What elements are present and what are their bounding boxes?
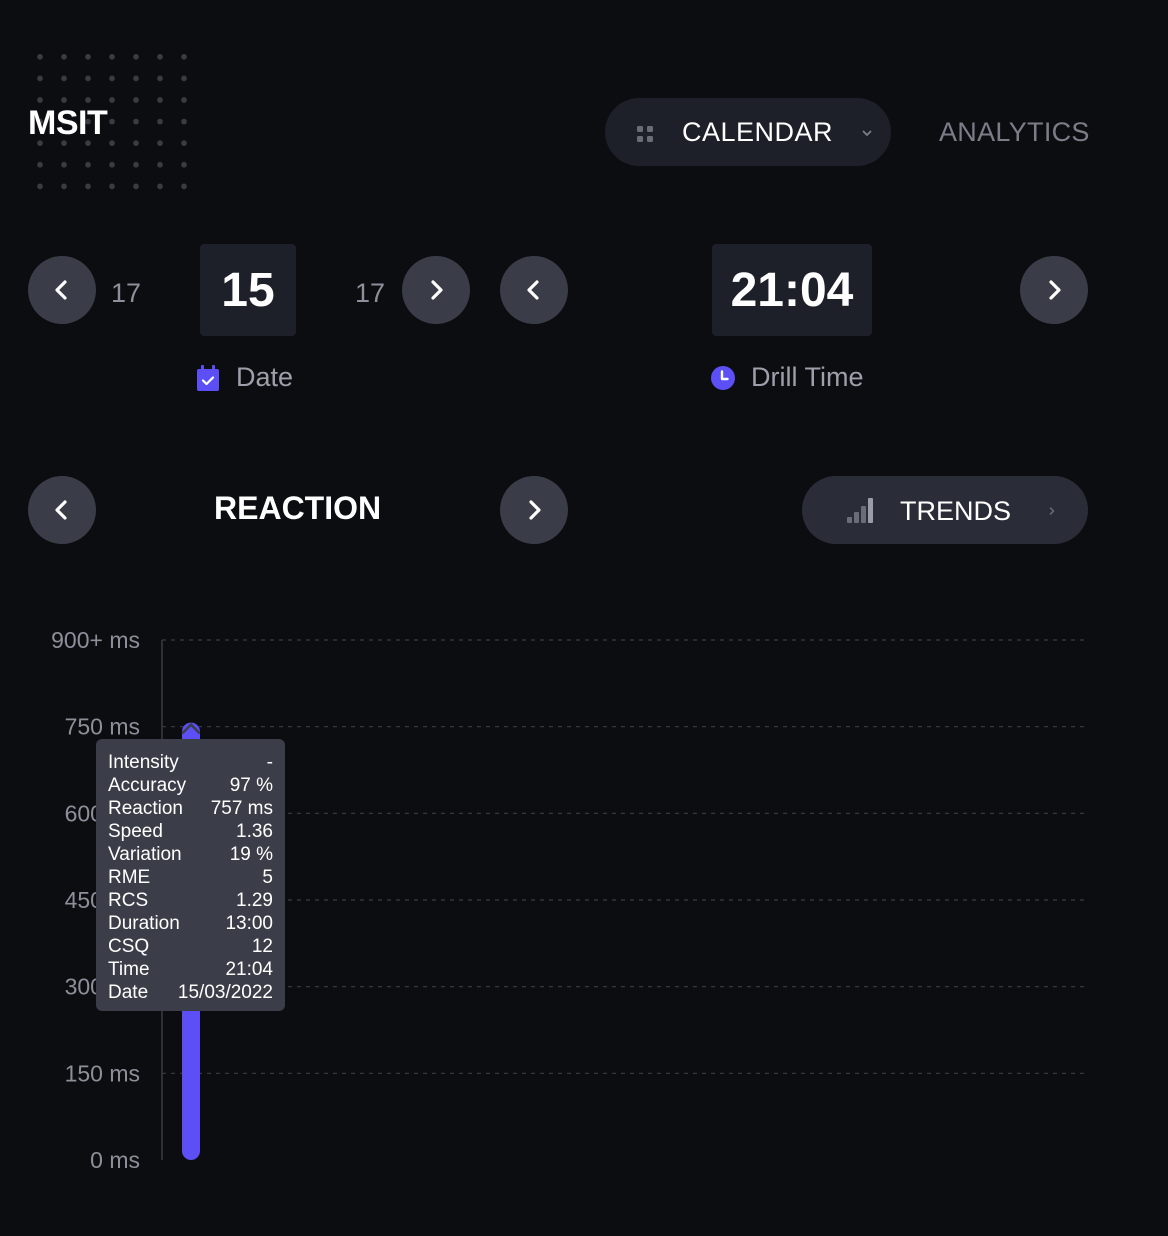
chevron-left-icon (55, 500, 67, 520)
tooltip-value: 15/03/2022 (177, 982, 273, 1003)
calendar-check-icon (197, 365, 219, 391)
chevron-right-icon (431, 280, 443, 300)
clock-icon (711, 366, 735, 390)
date-current-value: 15 (200, 244, 296, 336)
date-next-value[interactable]: 17 (355, 278, 386, 308)
y-tick-label: 150 ms (65, 1060, 140, 1086)
tooltip-label: Variation (108, 844, 182, 865)
date-next-button[interactable] (402, 256, 470, 324)
app-logo: MSIT (28, 104, 108, 142)
tooltip-row: Date 15/03/2022 (108, 981, 273, 1004)
logo-dot-pattern (28, 46, 188, 190)
tooltip-row: Time 21:04 (108, 958, 273, 981)
tooltip-row: Intensity - (108, 751, 273, 774)
chevron-left-icon (527, 280, 539, 300)
tooltip-row: Speed 1.36 (108, 820, 273, 843)
tooltip-row: Reaction 757 ms (108, 797, 273, 820)
tooltip-label: Accuracy (108, 775, 187, 796)
tooltip-label: CSQ (108, 936, 150, 957)
tooltip-row: Variation 19 % (108, 843, 273, 866)
metric-title: REACTION (214, 490, 382, 526)
tooltip-value: 12 (251, 936, 273, 957)
date-prev-button[interactable] (28, 256, 96, 324)
tooltip-row: RME 5 (108, 866, 273, 889)
time-prev-button[interactable] (500, 256, 568, 324)
grid-icon (637, 126, 653, 142)
date-label: Date (236, 362, 294, 392)
drill-time-label: Drill Time (751, 362, 864, 392)
tooltip-label: Date (108, 982, 149, 1003)
tooltip-value: 5 (262, 867, 273, 888)
trends-label: TRENDS (900, 496, 1012, 526)
tooltip-row: CSQ 12 (108, 935, 273, 958)
tooltip-label: RCS (108, 890, 149, 911)
tooltip-label: Time (108, 959, 150, 980)
tooltip-value: 13:00 (225, 913, 273, 934)
y-tick-label: 750 ms (65, 714, 140, 740)
tooltip-label: Duration (108, 913, 180, 934)
y-tick-label: 0 ms (90, 1147, 140, 1173)
metric-prev-button[interactable] (28, 476, 96, 544)
tooltip-label: Speed (108, 821, 163, 842)
trends-button[interactable]: TRENDS (802, 476, 1088, 544)
tooltip-value: 1.36 (236, 821, 273, 842)
tooltip-label: Reaction (108, 798, 183, 819)
chart-tooltip: Intensity - Accuracy 97 % Reaction 757 ms Spee… (96, 739, 285, 1011)
tooltip-value: 757 ms (210, 798, 273, 819)
time-next-button[interactable] (1020, 256, 1088, 324)
chevron-left-icon (55, 280, 67, 300)
y-tick-label: 900+ ms (51, 627, 140, 653)
metric-next-button[interactable] (500, 476, 568, 544)
tooltip-value: 97 % (229, 775, 273, 796)
tooltip-row: Duration 13:00 (108, 912, 273, 935)
calendar-tab-label: CALENDAR (682, 117, 834, 147)
tooltip-label: Intensity (108, 752, 179, 773)
tooltip-value: 1.29 (236, 890, 273, 911)
bar-cap-marker (181, 722, 201, 734)
bar-chart-icon (847, 498, 873, 523)
chevron-down-icon (862, 130, 872, 136)
chevron-right-icon (1049, 280, 1061, 300)
tooltip-row: Accuracy 97 % (108, 774, 273, 797)
calendar-tab[interactable]: CALENDAR (605, 98, 891, 166)
tooltip-row: RCS 1.29 (108, 889, 273, 912)
tooltip-label: RME (108, 867, 151, 888)
date-prev-value[interactable]: 17 (111, 278, 142, 308)
tooltip-value: - (266, 752, 273, 773)
tooltip-value: 19 % (229, 844, 273, 865)
chevron-right-icon (529, 500, 541, 520)
analytics-tab[interactable]: ANALYTICS (939, 117, 1090, 147)
time-current-value: 21:04 (712, 244, 872, 336)
tooltip-value: 21:04 (225, 959, 273, 980)
chevron-right-icon (1049, 507, 1055, 515)
